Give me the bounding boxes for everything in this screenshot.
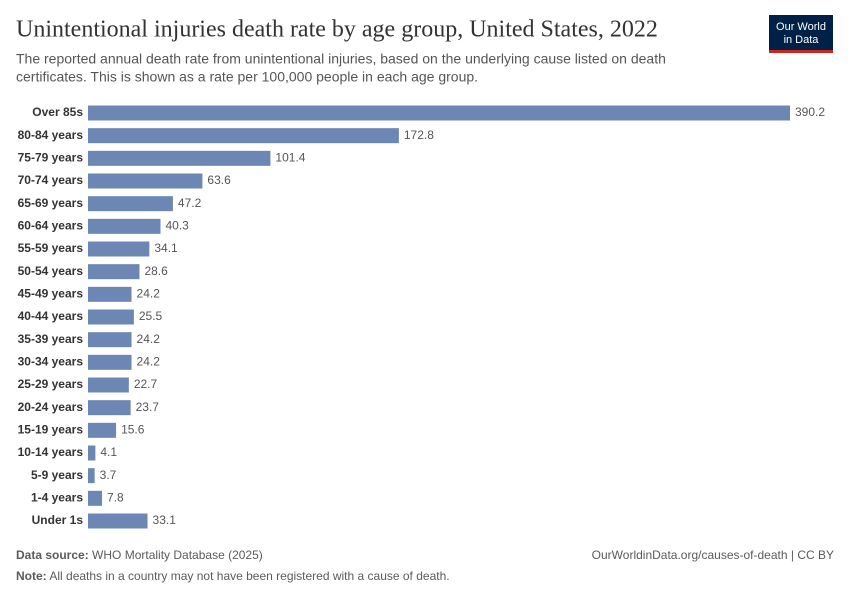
logo-text: in Data xyxy=(784,34,820,46)
category-label: 80-84 years xyxy=(18,128,84,142)
bar[interactable] xyxy=(88,241,150,257)
category-label: 45-49 years xyxy=(18,287,84,301)
value-label: 34.1 xyxy=(154,241,178,255)
bar[interactable] xyxy=(88,332,132,348)
bar[interactable] xyxy=(88,105,790,121)
bar[interactable] xyxy=(88,196,173,212)
category-label: 55-59 years xyxy=(18,241,84,255)
value-label: 15.6 xyxy=(121,423,145,437)
value-label: 25.5 xyxy=(139,309,163,323)
logo-text: Our World xyxy=(776,21,826,33)
bar[interactable] xyxy=(88,309,134,325)
note: Note: All deaths in a country may not ha… xyxy=(16,569,450,583)
note-text: All deaths in a country may not have bee… xyxy=(49,569,449,583)
bar[interactable] xyxy=(88,400,131,416)
logo-box xyxy=(769,15,833,50)
bar[interactable] xyxy=(88,264,140,280)
value-label: 4.1 xyxy=(100,445,117,459)
value-label: 24.2 xyxy=(137,355,161,369)
value-label: 28.6 xyxy=(144,264,168,278)
source-label: Data source: xyxy=(16,548,89,562)
category-label: 40-44 years xyxy=(18,309,84,323)
logo-underline xyxy=(769,50,833,53)
bar[interactable] xyxy=(88,377,129,393)
value-label: 390.2 xyxy=(795,105,825,119)
category-label: 30-34 years xyxy=(18,355,84,369)
value-label: 22.7 xyxy=(134,377,158,391)
value-label: 24.2 xyxy=(137,287,161,301)
category-label: 70-74 years xyxy=(18,173,84,187)
value-label: 33.1 xyxy=(153,513,177,527)
category-label: 25-29 years xyxy=(18,377,84,391)
category-label: 20-24 years xyxy=(18,400,84,414)
logo[interactable]: Our World in Data xyxy=(769,15,833,53)
category-label: 10-14 years xyxy=(18,445,84,459)
category-label: Under 1s xyxy=(32,513,84,527)
value-label: 40.3 xyxy=(166,219,190,233)
source: Data source: WHO Mortality Database (202… xyxy=(16,548,263,562)
category-label: 50-54 years xyxy=(18,264,84,278)
bar[interactable] xyxy=(88,445,96,461)
chart-title: Unintentional injuries death rate by age… xyxy=(16,17,658,43)
value-label: 172.8 xyxy=(404,128,434,142)
bar[interactable] xyxy=(88,150,271,166)
value-label: 7.8 xyxy=(107,491,124,505)
bar[interactable] xyxy=(88,422,117,438)
category-label: 35-39 years xyxy=(18,332,84,346)
bar[interactable] xyxy=(88,354,132,370)
value-label: 47.2 xyxy=(178,196,202,210)
url[interactable]: OurWorldinData.org/causes-of-death | CC … xyxy=(592,548,834,562)
source-text[interactable]: WHO Mortality Database (2025) xyxy=(92,548,263,562)
category-label: 5-9 years xyxy=(31,468,83,482)
bar[interactable] xyxy=(88,173,203,189)
category-label: 15-19 years xyxy=(18,423,84,437)
bar[interactable] xyxy=(88,468,95,484)
subtitle: certificates. This is shown as a rate pe… xyxy=(16,69,478,85)
bar[interactable] xyxy=(88,513,148,529)
note-label: Note: xyxy=(16,569,47,583)
category-label: 1-4 years xyxy=(31,491,83,505)
subtitle: The reported annual death rate from unin… xyxy=(16,51,666,67)
value-label: 101.4 xyxy=(275,151,305,165)
bar[interactable] xyxy=(88,286,132,302)
bar[interactable] xyxy=(88,128,399,144)
value-label: 3.7 xyxy=(100,468,117,482)
bar[interactable] xyxy=(88,218,161,234)
bar[interactable] xyxy=(88,490,103,506)
category-label: Over 85s xyxy=(32,105,83,119)
value-label: 63.6 xyxy=(207,173,231,187)
category-label: 75-79 years xyxy=(18,151,84,165)
category-label: 60-64 years xyxy=(18,219,84,233)
category-label: 65-69 years xyxy=(18,196,84,210)
value-label: 24.2 xyxy=(137,332,161,346)
value-label: 23.7 xyxy=(136,400,160,414)
